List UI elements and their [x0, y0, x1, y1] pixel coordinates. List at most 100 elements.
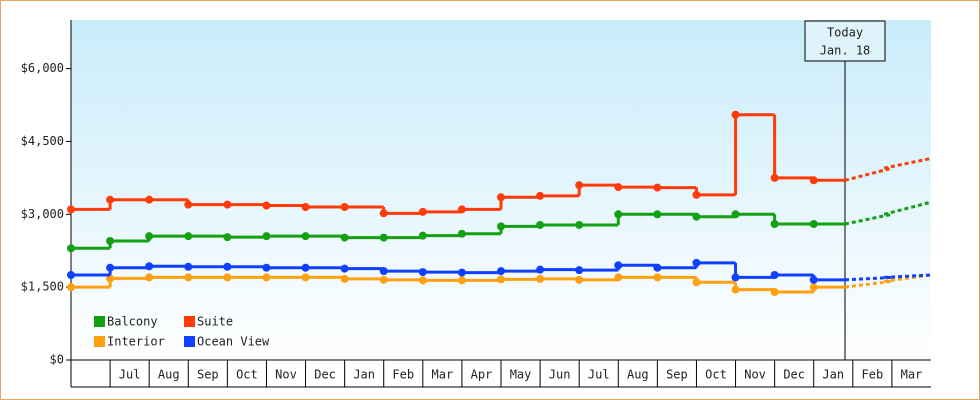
forecast-connector [883, 273, 932, 283]
data-point [809, 275, 818, 284]
data-point [536, 274, 545, 283]
data-point [262, 263, 271, 272]
today-box [804, 20, 886, 62]
x-tick-label: Jun [549, 368, 571, 382]
x-tick-label: May [510, 368, 532, 382]
x-tick-label: Dec [783, 368, 805, 382]
data-point [145, 232, 154, 241]
data-point [301, 203, 310, 211]
data-point [67, 271, 75, 279]
data-point [653, 183, 662, 192]
forecast-connector [844, 212, 893, 226]
data-point [770, 173, 779, 182]
data-point [692, 190, 701, 199]
data-point [731, 273, 740, 282]
data-point [301, 232, 310, 241]
data-point [457, 268, 466, 277]
x-tick-label: Jul [588, 368, 610, 382]
x-tick-label: Mar [901, 368, 923, 382]
data-point [262, 273, 271, 282]
data-point [67, 244, 75, 253]
data-point [106, 237, 115, 245]
today-label: Today [827, 26, 863, 40]
data-point [497, 193, 505, 202]
data-point [145, 195, 154, 204]
data-point [770, 271, 779, 279]
x-tick-label: Sep [197, 368, 219, 382]
x-tick-label: Dec [314, 368, 336, 382]
legend-swatch [184, 316, 195, 327]
data-point [418, 231, 427, 240]
data-point [809, 176, 818, 185]
data-point [379, 275, 388, 284]
data-point [223, 273, 232, 282]
y-tick-label: $3,000 [21, 207, 64, 221]
legend-label: Balcony [107, 315, 158, 329]
data-point [614, 273, 623, 282]
data-point [262, 201, 271, 210]
data-point [536, 265, 545, 274]
x-tick-label: Nov [275, 368, 297, 382]
legend-swatch [94, 336, 105, 347]
data-point [340, 274, 349, 283]
today-label: Jan. 18 [820, 44, 871, 58]
data-point [457, 229, 466, 238]
data-point [145, 273, 154, 282]
data-point [692, 278, 701, 287]
legend-label: Interior [107, 335, 165, 349]
data-point [692, 212, 701, 221]
data-point [731, 110, 740, 119]
forecast-connector [883, 156, 932, 170]
data-point [809, 283, 818, 292]
data-point [223, 233, 232, 242]
y-tick-label: $6,000 [21, 61, 64, 75]
legend-swatch [184, 336, 195, 347]
forecast-connector [844, 279, 893, 289]
x-tick-label: Apr [471, 368, 493, 382]
data-point [106, 195, 115, 204]
legend-label: Suite [197, 315, 233, 329]
data-point [418, 276, 427, 285]
data-point [184, 262, 193, 271]
data-point [184, 273, 193, 282]
x-tick-label: Sep [666, 368, 688, 382]
x-tick-label: Oct [236, 368, 258, 382]
data-point [575, 181, 584, 190]
data-point [379, 267, 388, 276]
forecast-connector [884, 273, 932, 279]
data-point [653, 263, 662, 272]
data-point [145, 262, 154, 271]
x-tick-label: Aug [627, 368, 649, 382]
data-point [223, 262, 232, 271]
data-point [575, 275, 584, 284]
data-point [457, 205, 466, 214]
data-point [653, 273, 662, 282]
data-point [418, 268, 427, 277]
data-point [692, 258, 701, 267]
data-point [536, 220, 545, 229]
data-point [575, 266, 584, 275]
data-point [67, 205, 75, 214]
x-tick-label: Feb [862, 368, 884, 382]
data-point [497, 275, 505, 284]
data-point [340, 203, 349, 211]
data-point [379, 209, 388, 218]
data-point [497, 222, 505, 231]
x-tick-label: Feb [392, 368, 414, 382]
data-point [653, 210, 662, 219]
plot-area [71, 20, 931, 360]
x-tick-label: Nov [744, 368, 766, 382]
x-tick-label: Jul [119, 368, 141, 382]
data-point [575, 220, 584, 229]
data-point [184, 232, 193, 241]
legend-swatch [94, 316, 105, 327]
forecast-connector [883, 200, 932, 216]
x-tick-label: Oct [705, 368, 727, 382]
data-point [379, 233, 388, 242]
data-point [340, 264, 349, 273]
data-point [418, 207, 427, 216]
x-tick-label: Jan [822, 368, 844, 382]
x-tick-label: Mar [432, 368, 454, 382]
